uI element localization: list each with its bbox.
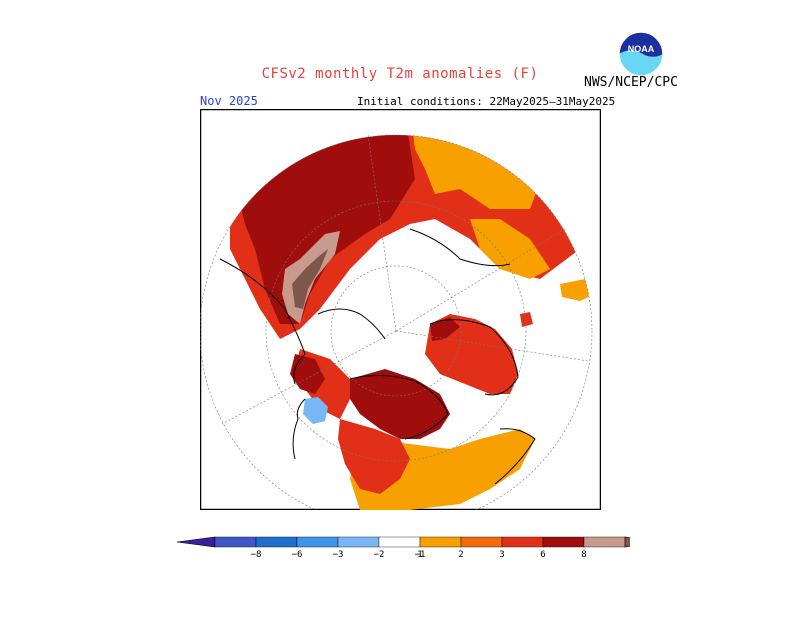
scale-arrow-low [176,536,216,548]
color-scale-labels: −8 −6 −3 −2 −11 2 3 6 8 [251,550,587,560]
scale-swatch [337,536,380,548]
initial-conditions-label: Initial conditions: 22May2025–31May2025 [357,95,616,108]
region-newfoundland [520,312,533,327]
agency-label: NWS/NCEP/CPC [584,75,678,90]
valid-month-label: Nov 2025 [200,94,258,108]
scale-tick-label: 2 [458,550,463,560]
anomaly-map [200,109,601,510]
noaa-logo: NOAA [618,31,664,77]
scale-swatch [255,536,298,548]
color-scale-swatches [176,536,630,548]
region-east-siberian-coast [292,249,328,309]
scale-swatch [501,536,544,548]
scale-swatch [419,536,462,548]
scale-tick-label: −1 [415,550,426,560]
coastlines [219,228,536,485]
scale-tick-label: 8 [581,550,586,560]
svg-text:NOAA: NOAA [628,44,655,54]
region-central-canada [338,419,410,494]
scale-swatch [214,536,257,548]
region-scandinavia [470,219,550,279]
scale-tick-label: −8 [251,550,262,560]
region-alaska [290,354,325,394]
region-pacific-cold [303,397,328,424]
scale-swatch [542,536,585,548]
scale-swatch [378,536,421,548]
scale-tick-label: 3 [499,550,504,560]
scale-tick-label: −6 [292,550,303,560]
scale-tick-label: −2 [374,550,385,560]
region-greenland-north [430,317,460,341]
scale-swatch [583,536,626,548]
region-eastern-europe [410,135,545,209]
map-title: CFSv2 monthly T2m anomalies (F) [261,66,539,82]
region-iceland [560,279,592,301]
scale-tick-label: −3 [333,550,344,560]
graticule [200,133,593,510]
scale-swatch [460,536,503,548]
scale-arrow-high [624,536,630,548]
scale-swatch [296,536,339,548]
color-scale-bar: −8 −6 −3 −2 −11 2 3 6 8 [176,536,630,560]
scale-tick-label: 6 [540,550,545,560]
scale-tick-label: 1 [417,550,422,560]
